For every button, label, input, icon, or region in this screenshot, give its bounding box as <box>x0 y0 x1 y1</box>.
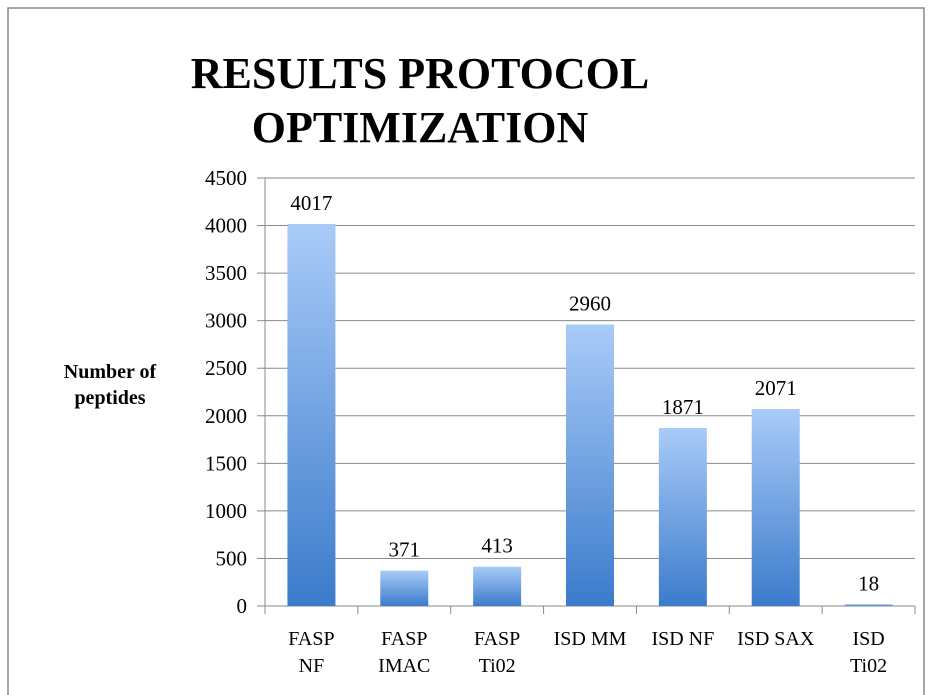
y-tick-label: 4500 <box>205 166 247 190</box>
data-label: 4017 <box>290 191 332 215</box>
chart-title: RESULTS PROTOCOL OPTIMIZATION <box>191 49 650 152</box>
y-tick-label: 500 <box>216 546 248 570</box>
bar <box>566 324 614 606</box>
data-label: 1871 <box>662 395 704 419</box>
y-tick-label: 2500 <box>205 356 247 380</box>
y-axis-label: Number of peptides <box>64 361 157 409</box>
chart-border <box>7 7 925 695</box>
bar <box>658 428 707 606</box>
x-tick-label: ISD MM <box>554 628 627 650</box>
data-label: 2071 <box>755 376 797 400</box>
x-tick-label: FASP NF <box>288 628 334 677</box>
y-tick-label: 3500 <box>205 261 247 285</box>
y-tick-label: 1000 <box>205 499 247 523</box>
x-tick-label: ISD Ti02 <box>850 628 887 677</box>
x-tick-label: FASP Ti02 <box>474 628 520 677</box>
bar <box>380 570 429 606</box>
bar <box>844 604 893 606</box>
data-label: 2960 <box>569 291 611 315</box>
y-tick-label: 3000 <box>205 309 247 333</box>
bar <box>473 566 522 606</box>
x-tick-label: ISD SAX <box>737 628 815 650</box>
bar <box>287 223 336 606</box>
y-tick-label: 1500 <box>205 451 247 475</box>
x-tick-label: ISD NF <box>651 628 714 650</box>
data-label: 371 <box>389 538 421 562</box>
y-tick-label: 4000 <box>205 214 247 238</box>
y-tick-label: 2000 <box>205 404 247 428</box>
data-label: 18 <box>858 571 879 595</box>
bar <box>751 409 800 606</box>
x-tick-label: FASP IMAC <box>378 628 430 677</box>
data-label: 413 <box>481 534 513 558</box>
y-tick-label: 0 <box>237 594 248 618</box>
